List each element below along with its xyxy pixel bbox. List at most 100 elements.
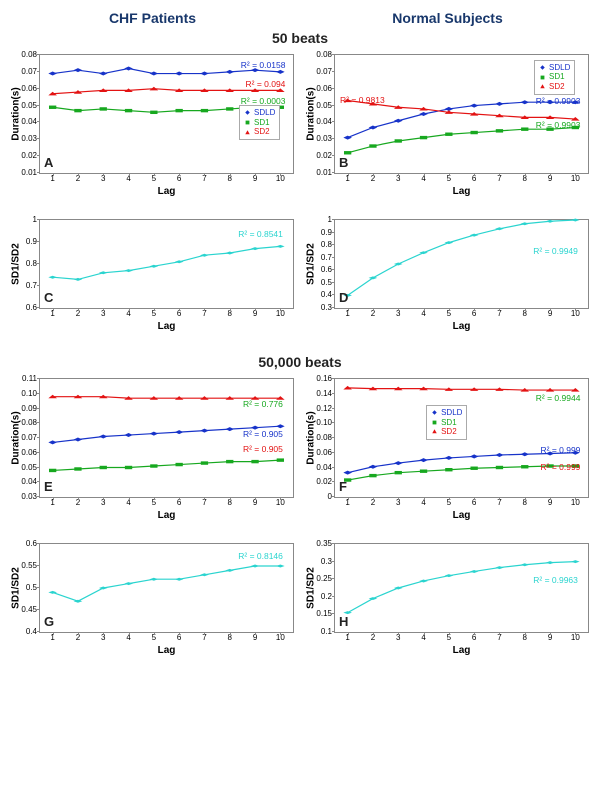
y-axis-label: Duration(s) [306,87,317,140]
y-tick: 0.10 [21,390,40,398]
panel-row: SD1/SD20.60.70.80.9112345678910CR² = 0.8… [5,215,595,350]
y-tick: 0.9 [321,229,335,237]
plot-area: SD1/SD20.10.150.20.250.30.3512345678910H… [334,543,589,633]
x-axis-label: Lag [39,186,294,197]
y-tick: 1 [33,216,40,224]
y-tick: 0.16 [316,375,335,383]
y-tick: 0.09 [21,405,40,413]
y-tick: 0.03 [21,493,40,501]
figure-container: CHF Patients Normal Subjects 50 beats Dur… [0,0,600,684]
x-axis-label: Lag [39,321,294,332]
plot-area: Duration(s)0.010.020.030.040.050.060.070… [39,54,294,174]
col-header-left: CHF Patients [5,10,300,26]
plot-area: SD1/SD20.60.70.80.9112345678910CR² = 0.8… [39,219,294,309]
panel-C: SD1/SD20.60.70.80.9112345678910CR² = 0.8… [5,215,300,350]
panels-root: 50 beats Duration(s)0.010.020.030.040.050… [5,30,595,674]
y-tick: 0.55 [21,562,40,570]
y-tick: 0.3 [321,558,335,566]
r2-label: R² = 0.905 [243,429,283,439]
plot-area: Duration(s)00.020.040.060.080.100.120.14… [334,378,589,498]
x-axis-label: Lag [334,645,589,656]
plot-area: Duration(s)0.030.040.050.060.070.080.090… [39,378,294,498]
y-axis-label: SD1/SD2 [306,243,317,285]
legend-item: SD2 [539,82,570,92]
y-tick: 0.08 [316,51,335,59]
panel-letter: B [339,155,348,170]
panel-D: SD1/SD20.30.40.50.60.70.80.9112345678910… [300,215,595,350]
y-tick: 0.1 [321,628,335,636]
panel-letter: D [339,290,348,305]
r2-label: R² = 0.776 [243,399,283,409]
y-tick: 1 [328,216,335,224]
y-axis-label: Duration(s) [306,411,317,464]
y-tick: 0.07 [21,434,40,442]
legend-item: SD1 [244,118,275,128]
legend-item: SDLD [539,63,570,73]
r2-label: R² = 0.9813 [340,95,385,105]
y-tick: 0.07 [316,68,335,76]
r2-label: R² = 0.9903 [536,120,581,130]
legend-item: SD2 [431,427,462,437]
x-axis-label: Lag [334,186,589,197]
r2-label: R² = 0.999 [540,445,580,455]
y-tick: 0.45 [21,606,40,614]
panel-H: SD1/SD20.10.150.20.250.30.3512345678910H… [300,539,595,674]
y-axis-label: SD1/SD2 [11,243,22,285]
x-axis-label: Lag [334,321,589,332]
y-tick: 0.08 [21,51,40,59]
column-headers: CHF Patients Normal Subjects [5,10,595,26]
y-tick: 0.25 [316,575,335,583]
panel-letter: H [339,614,348,629]
panel-G: SD1/SD20.40.450.50.550.612345678910GR² =… [5,539,300,674]
y-tick: 0.07 [21,68,40,76]
plot-area: SD1/SD20.40.450.50.550.612345678910GR² =… [39,543,294,633]
section-title: 50,000 beats [5,354,595,370]
y-tick: 0.7 [26,282,40,290]
r2-label: R² = 0.0158 [241,60,286,70]
y-tick: 0 [328,493,335,501]
r2-label: R² = 0.9963 [533,575,578,585]
y-tick: 0.03 [21,135,40,143]
y-tick: 0.12 [316,405,335,413]
legend: SDLDSD1SD2 [426,405,467,440]
y-tick: 0.04 [21,478,40,486]
x-axis-label: Lag [334,510,589,521]
y-tick: 0.08 [316,434,335,442]
y-tick: 0.04 [316,118,335,126]
y-tick: 0.6 [26,540,40,548]
y-tick: 0.02 [316,478,335,486]
panel-E: Duration(s)0.030.040.050.060.070.080.090… [5,374,300,539]
y-tick: 0.02 [21,152,40,160]
legend-item: SDLD [244,108,275,118]
y-tick: 0.2 [321,593,335,601]
col-header-right: Normal Subjects [300,10,595,26]
y-tick: 0.11 [22,375,40,383]
panel-row: SD1/SD20.40.450.50.550.612345678910GR² =… [5,539,595,674]
y-tick: 0.8 [321,241,335,249]
panel-B: Duration(s)0.010.020.030.040.050.060.070… [300,50,595,215]
y-tick: 0.6 [321,266,335,274]
r2-label: R² = 0.094 [245,79,285,89]
legend-item: SD1 [431,418,462,428]
y-tick: 0.06 [21,449,40,457]
y-tick: 0.4 [321,291,335,299]
plot-area: SD1/SD20.30.40.50.60.70.80.9112345678910… [334,219,589,309]
r2-label: R² = 0.9903 [536,96,581,106]
y-tick: 0.4 [26,628,40,636]
y-tick: 0.06 [316,449,335,457]
panel-letter: E [44,479,53,494]
r2-label: R² = 0.9944 [536,393,581,403]
y-tick: 0.04 [316,464,335,472]
y-tick: 0.01 [316,169,335,177]
y-axis-label: SD1/SD2 [306,567,317,609]
y-tick: 0.8 [26,260,40,268]
y-tick: 0.01 [21,169,40,177]
y-tick: 0.3 [321,304,335,312]
r2-label: R² = 0.905 [243,444,283,454]
panel-F: Duration(s)00.020.040.060.080.100.120.14… [300,374,595,539]
plot-svg [335,544,588,632]
y-tick: 0.5 [321,279,335,287]
section-title: 50 beats [5,30,595,46]
panel-letter: G [44,614,54,629]
legend: SDLDSD1SD2 [534,60,575,95]
